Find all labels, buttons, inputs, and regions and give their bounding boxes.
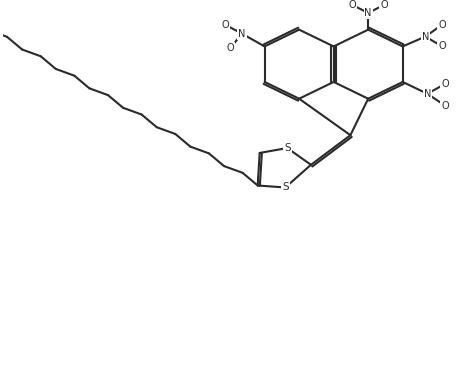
Text: N: N <box>424 89 431 99</box>
Text: O: O <box>221 20 229 30</box>
Text: N: N <box>364 8 372 18</box>
Text: O: O <box>438 41 446 51</box>
Text: O: O <box>226 43 234 54</box>
Text: O: O <box>380 0 388 10</box>
Text: O: O <box>349 0 356 10</box>
Text: S: S <box>284 143 291 153</box>
Text: O: O <box>438 20 446 30</box>
Text: O: O <box>441 79 449 89</box>
Text: N: N <box>238 29 245 39</box>
Text: N: N <box>421 32 429 41</box>
Text: O: O <box>441 101 449 110</box>
Text: S: S <box>282 182 289 192</box>
